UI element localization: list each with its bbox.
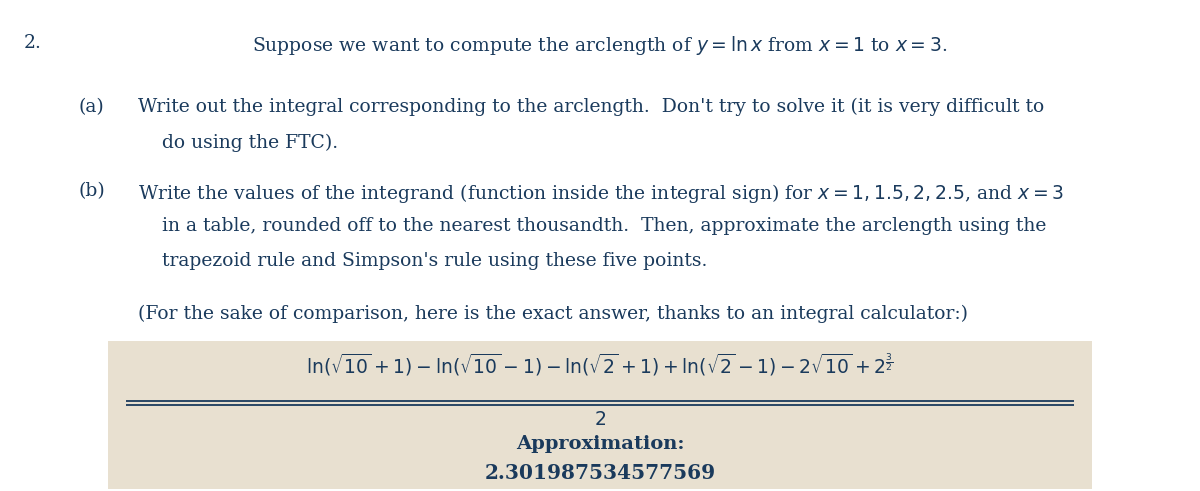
Text: $\ln\!\left(\sqrt{10}+1\right) - \ln\!\left(\sqrt{10}-1\right) - \ln\!\left(\sqr: $\ln\!\left(\sqrt{10}+1\right) - \ln\!\l…	[306, 351, 894, 378]
Text: Approximation:: Approximation:	[516, 435, 684, 453]
Text: $2$: $2$	[594, 411, 606, 430]
Text: Suppose we want to compute the arclength of $y = \ln x$ from $x = 1$ to $x = 3$.: Suppose we want to compute the arclength…	[252, 34, 948, 57]
Text: Write the values of the integrand (function inside the integral sign) for $x = 1: Write the values of the integrand (funct…	[138, 182, 1064, 205]
Text: do using the FTC).: do using the FTC).	[162, 134, 338, 152]
Text: 2.301987534577569: 2.301987534577569	[485, 463, 715, 483]
Text: Write out the integral corresponding to the arclength.  Don't try to solve it (i: Write out the integral corresponding to …	[138, 98, 1044, 116]
Text: (a): (a)	[78, 98, 103, 116]
FancyBboxPatch shape	[108, 341, 1092, 489]
Text: (b): (b)	[78, 182, 104, 200]
Text: in a table, rounded off to the nearest thousandth.  Then, approximate the arclen: in a table, rounded off to the nearest t…	[162, 217, 1046, 235]
Text: trapezoid rule and Simpson's rule using these five points.: trapezoid rule and Simpson's rule using …	[162, 252, 707, 271]
Text: 2.: 2.	[24, 34, 42, 53]
Text: (For the sake of comparison, here is the exact answer, thanks to an integral cal: (For the sake of comparison, here is the…	[138, 304, 968, 323]
